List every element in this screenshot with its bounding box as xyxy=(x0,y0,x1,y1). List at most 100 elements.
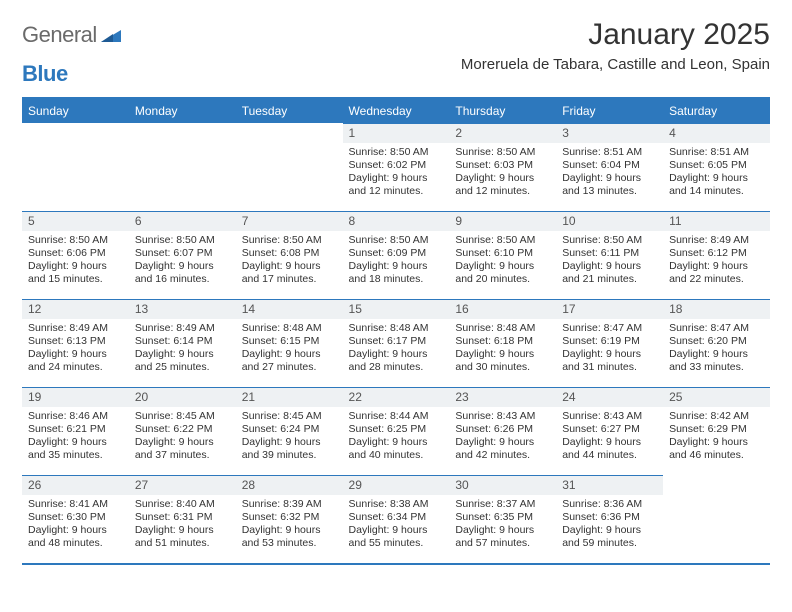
calendar-day-cell xyxy=(236,123,343,211)
day-content: Sunrise: 8:43 AMSunset: 6:26 PMDaylight:… xyxy=(449,407,556,467)
day-content: Sunrise: 8:39 AMSunset: 6:32 PMDaylight:… xyxy=(236,495,343,555)
sunset-line: Sunset: 6:07 PM xyxy=(135,247,230,260)
sunrise-line: Sunrise: 8:49 AM xyxy=(28,322,123,335)
calendar-week-row: 1Sunrise: 8:50 AMSunset: 6:02 PMDaylight… xyxy=(22,123,770,211)
logo-triangle-icon xyxy=(101,28,121,47)
daylight-line: and 17 minutes. xyxy=(242,273,337,286)
calendar-day-cell: 27 Sunrise: 8:40 AMSunset: 6:31 PMDayligh… xyxy=(129,475,236,564)
daylight-line: Daylight: 9 hours xyxy=(349,524,444,537)
calendar-day-cell: 30Sunrise: 8:37 AMSunset: 6:35 PMDayligh… xyxy=(449,475,556,564)
daylight-line: and 44 minutes. xyxy=(562,449,657,462)
daylight-line: Daylight: 9 hours xyxy=(28,524,123,537)
day-content: Sunrise: 8:49 AMSunset: 6:14 PMDaylight:… xyxy=(129,319,236,379)
sunset-line: Sunset: 6:09 PM xyxy=(349,247,444,260)
sunrise-line: Sunrise: 8:40 AM xyxy=(135,498,230,511)
sunset-line: Sunset: 6:12 PM xyxy=(669,247,764,260)
daylight-line: Daylight: 9 hours xyxy=(28,436,123,449)
weekday-header: Sunday xyxy=(22,98,129,123)
daylight-line: Daylight: 9 hours xyxy=(455,348,550,361)
daylight-line: and 46 minutes. xyxy=(669,449,764,462)
daylight-line: and 28 minutes. xyxy=(349,361,444,374)
calendar-day-cell: 6Sunrise: 8:50 AMSunset: 6:07 PMDaylight… xyxy=(129,211,236,299)
sunrise-line: Sunrise: 8:49 AM xyxy=(135,322,230,335)
sunset-line: Sunset: 6:15 PM xyxy=(242,335,337,348)
daylight-line: Daylight: 9 hours xyxy=(349,348,444,361)
sunrise-line: Sunrise: 8:50 AM xyxy=(455,146,550,159)
daylight-line: Daylight: 9 hours xyxy=(455,172,550,185)
day-content: Sunrise: 8:50 AMSunset: 6:08 PMDaylight:… xyxy=(236,231,343,291)
daylight-line: and 48 minutes. xyxy=(28,537,123,550)
calendar-body: 1Sunrise: 8:50 AMSunset: 6:02 PMDaylight… xyxy=(22,123,770,564)
day-number: 26 xyxy=(22,475,129,495)
daylight-line: and 15 minutes. xyxy=(28,273,123,286)
day-number: 13 xyxy=(129,299,236,319)
sunrise-line: Sunrise: 8:42 AM xyxy=(669,410,764,423)
sunrise-line: Sunrise: 8:43 AM xyxy=(562,410,657,423)
day-number: 6 xyxy=(129,211,236,231)
calendar-week-row: 5Sunrise: 8:50 AMSunset: 6:06 PMDaylight… xyxy=(22,211,770,299)
sunset-line: Sunset: 6:03 PM xyxy=(455,159,550,172)
daylight-line: Daylight: 9 hours xyxy=(669,260,764,273)
day-content: Sunrise: 8:37 AMSunset: 6:35 PMDaylight:… xyxy=(449,495,556,555)
daylight-line: Daylight: 9 hours xyxy=(562,348,657,361)
daylight-line: Daylight: 9 hours xyxy=(349,172,444,185)
month-title: January 2025 xyxy=(461,18,770,52)
daylight-line: Daylight: 9 hours xyxy=(562,436,657,449)
daylight-line: and 14 minutes. xyxy=(669,185,764,198)
daylight-line: and 21 minutes. xyxy=(562,273,657,286)
day-number: 9 xyxy=(449,211,556,231)
day-number: 27 xyxy=(129,475,236,495)
daylight-line: Daylight: 9 hours xyxy=(242,260,337,273)
calendar-day-cell: 12Sunrise: 8:49 AMSunset: 6:13 PMDayligh… xyxy=(22,299,129,387)
daylight-line: and 35 minutes. xyxy=(28,449,123,462)
day-number: 3 xyxy=(556,123,663,143)
sunrise-line: Sunrise: 8:51 AM xyxy=(669,146,764,159)
calendar-day-cell: 15Sunrise: 8:48 AMSunset: 6:17 PMDayligh… xyxy=(343,299,450,387)
calendar-day-cell xyxy=(663,475,770,564)
day-number: 12 xyxy=(22,299,129,319)
daylight-line: and 31 minutes. xyxy=(562,361,657,374)
daylight-line: and 18 minutes. xyxy=(349,273,444,286)
sunset-line: Sunset: 6:18 PM xyxy=(455,335,550,348)
day-content: Sunrise: 8:51 AMSunset: 6:05 PMDaylight:… xyxy=(663,143,770,203)
sunrise-line: Sunrise: 8:50 AM xyxy=(242,234,337,247)
calendar-day-cell: 28Sunrise: 8:39 AMSunset: 6:32 PMDayligh… xyxy=(236,475,343,564)
daylight-line: Daylight: 9 hours xyxy=(242,436,337,449)
daylight-line: and 12 minutes. xyxy=(349,185,444,198)
sunset-line: Sunset: 6:11 PM xyxy=(562,247,657,260)
day-number: 19 xyxy=(22,387,129,407)
sunset-line: Sunset: 6:31 PM xyxy=(135,511,230,524)
sunrise-line: Sunrise: 8:51 AM xyxy=(562,146,657,159)
calendar-day-cell: 2Sunrise: 8:50 AMSunset: 6:03 PMDaylight… xyxy=(449,123,556,211)
daylight-line: Daylight: 9 hours xyxy=(349,260,444,273)
sunrise-line: Sunrise: 8:44 AM xyxy=(349,410,444,423)
sunset-line: Sunset: 6:19 PM xyxy=(562,335,657,348)
sunset-line: Sunset: 6:35 PM xyxy=(455,511,550,524)
calendar-day-cell xyxy=(129,123,236,211)
daylight-line: Daylight: 9 hours xyxy=(135,524,230,537)
day-content: Sunrise: 8:41 AMSunset: 6:30 PMDaylight:… xyxy=(22,495,129,555)
day-content: Sunrise: 8:50 AMSunset: 6:06 PMDaylight:… xyxy=(22,231,129,291)
day-number: 14 xyxy=(236,299,343,319)
sunrise-line: Sunrise: 8:46 AM xyxy=(28,410,123,423)
calendar-week-row: 19Sunrise: 8:46 AMSunset: 6:21 PMDayligh… xyxy=(22,387,770,475)
sunset-line: Sunset: 6:29 PM xyxy=(669,423,764,436)
calendar-table: SundayMondayTuesdayWednesdayThursdayFrid… xyxy=(22,97,770,565)
calendar-day-cell: 14Sunrise: 8:48 AMSunset: 6:15 PMDayligh… xyxy=(236,299,343,387)
sunrise-line: Sunrise: 8:50 AM xyxy=(455,234,550,247)
day-content: Sunrise: 8:44 AMSunset: 6:25 PMDaylight:… xyxy=(343,407,450,467)
daylight-line: and 33 minutes. xyxy=(669,361,764,374)
day-content: Sunrise: 8:51 AMSunset: 6:04 PMDaylight:… xyxy=(556,143,663,203)
daylight-line: and 57 minutes. xyxy=(455,537,550,550)
day-number: 18 xyxy=(663,299,770,319)
daylight-line: and 30 minutes. xyxy=(455,361,550,374)
sunset-line: Sunset: 6:10 PM xyxy=(455,247,550,260)
day-number: 20 xyxy=(129,387,236,407)
day-number: 1 xyxy=(343,123,450,143)
sunrise-line: Sunrise: 8:50 AM xyxy=(349,146,444,159)
daylight-line: Daylight: 9 hours xyxy=(349,436,444,449)
sunset-line: Sunset: 6:17 PM xyxy=(349,335,444,348)
daylight-line: and 40 minutes. xyxy=(349,449,444,462)
daylight-line: Daylight: 9 hours xyxy=(669,436,764,449)
day-number: 25 xyxy=(663,387,770,407)
